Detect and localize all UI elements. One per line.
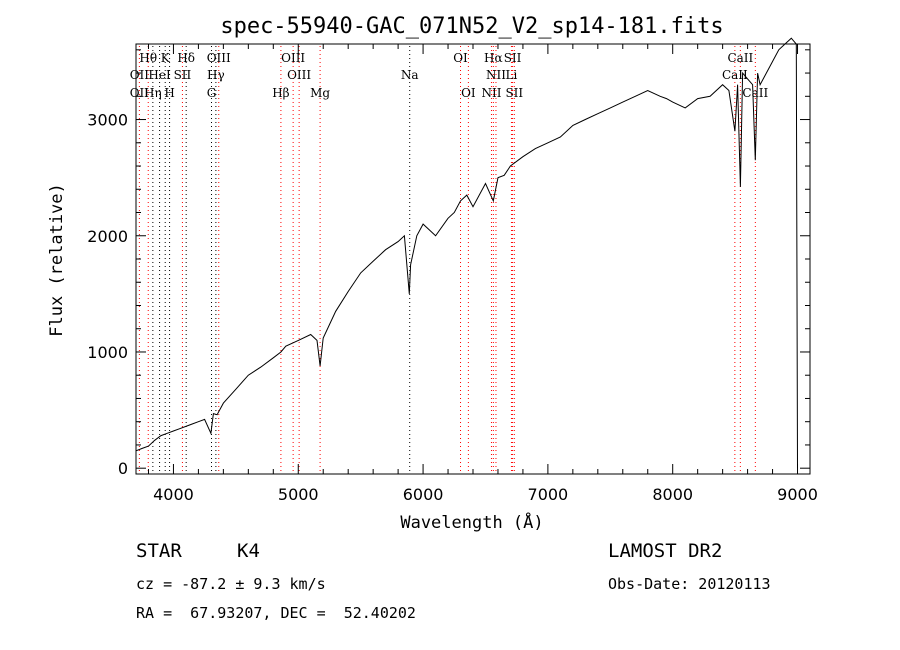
spectral-line-label: Hβ: [272, 86, 289, 100]
x-tick-label: 8000: [652, 485, 693, 504]
spectral-line-label: OIII: [281, 51, 305, 65]
x-axis-ticks: 4000 5000 6000 7000 8000 9000: [147, 44, 818, 504]
spectral-line-label: K: [161, 51, 171, 65]
y-axis-label: Flux (relative): [47, 183, 67, 337]
x-tick-label: 7000: [528, 485, 569, 504]
spectrum-series-line: [135, 37, 798, 469]
spectral-line-label: OII: [130, 86, 150, 100]
spectral-line-label: CaII: [727, 51, 753, 65]
spectral-line-label: Hγ: [207, 68, 225, 82]
spectral-line-label: HeI: [148, 68, 171, 82]
x-axis-label: Wavelength (Å): [400, 511, 543, 533]
object-class: STAR: [136, 540, 182, 562]
redshift-value: cz = -87.2 ± 9.3 km/s: [136, 575, 326, 593]
spectral-line-label: OIII: [207, 51, 231, 65]
spectral-line-label: SII: [174, 68, 192, 82]
spectral-line-label: Na: [401, 68, 419, 82]
spectral-line-label: OI: [453, 51, 468, 65]
x-tick-label: 5000: [278, 485, 319, 504]
spectral-line-label: Hη: [144, 86, 162, 100]
spectral-line-label: Li: [506, 68, 518, 82]
coordinates: RA = 67.93207, DEC = 52.40202: [136, 604, 416, 622]
object-subclass: K4: [237, 540, 260, 562]
spectral-line-label: NII: [481, 86, 501, 100]
survey-name: LAMOST DR2: [608, 540, 723, 562]
x-tick-label: 6000: [403, 485, 444, 504]
spectral-line-label: OIII: [287, 68, 311, 82]
y-axis-ticks: 0 1000 2000 3000: [87, 49, 810, 478]
spectral-line-label: Hα: [484, 51, 503, 65]
y-tick-label: 1000: [87, 343, 128, 362]
spectral-line-label: Mg: [310, 86, 330, 100]
y-tick-label: 3000: [87, 111, 128, 130]
chart-title: spec-55940-GAC_071N52_V2_sp14-181.fits: [220, 14, 723, 39]
x-tick-label: 4000: [153, 485, 194, 504]
spectral-line-label: SII: [505, 86, 523, 100]
y-tick-label: 2000: [87, 227, 128, 246]
spectral-line-label: Hθ: [139, 51, 157, 65]
spectral-line-label: OI: [461, 86, 476, 100]
spectral-line-label: CaII: [742, 86, 768, 100]
x-tick-label: 9000: [777, 485, 818, 504]
spectral-line-label: OII: [130, 68, 150, 82]
plot-frame: [135, 43, 811, 475]
spectral-line-label: SII: [504, 51, 522, 65]
y-tick-label: 0: [118, 459, 128, 478]
spectral-line-label: H: [164, 86, 174, 100]
spectral-line-label: G: [207, 86, 217, 100]
spectral-line-label: NII: [486, 68, 506, 82]
spectral-line-label: CaII: [722, 68, 748, 82]
spectral-line-markers: [138, 46, 756, 474]
observation-date: Obs-Date: 20120113: [608, 575, 771, 593]
spectral-line-label: Hδ: [177, 51, 195, 65]
